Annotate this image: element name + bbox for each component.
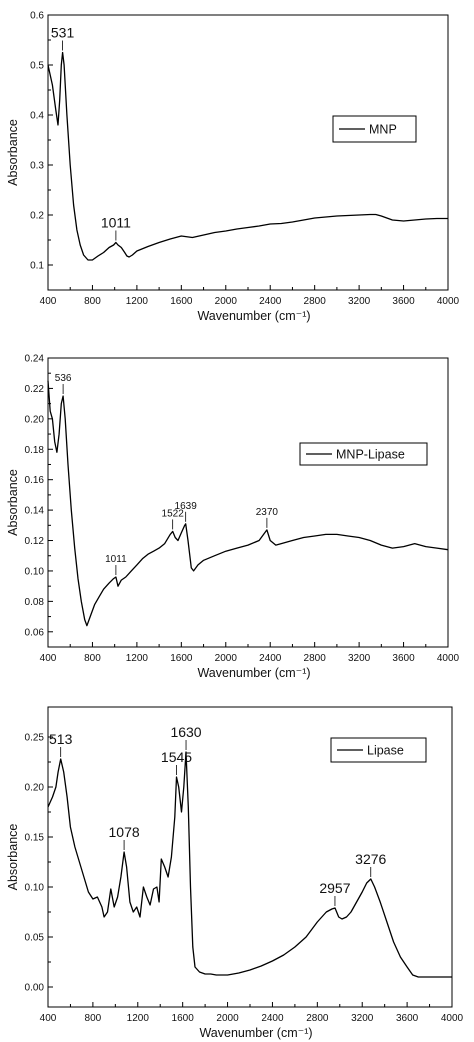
y-tick-label: 0.10 xyxy=(25,566,45,577)
y-tick-label: 0.15 xyxy=(25,833,45,844)
legend-box xyxy=(299,442,428,466)
x-tick-label: 1200 xyxy=(126,296,149,307)
peak-label: 2370 xyxy=(256,507,279,518)
x-tick-label: 1200 xyxy=(127,1013,150,1024)
x-tick-label: 4000 xyxy=(437,296,460,307)
x-tick-label: 2800 xyxy=(304,653,327,664)
x-axis-title: Wavenumber (cm⁻¹) xyxy=(197,666,310,680)
peak-label: 1545 xyxy=(161,749,192,765)
x-tick-label: 2800 xyxy=(306,1013,329,1024)
x-tick-label: 400 xyxy=(40,1013,57,1024)
x-tick-label: 800 xyxy=(85,1013,102,1024)
x-tick-label: 1600 xyxy=(170,653,193,664)
y-tick-label: 0.2 xyxy=(30,211,44,222)
x-tick-label: 4000 xyxy=(441,1013,464,1024)
x-tick-label: 2000 xyxy=(215,653,238,664)
x-tick-label: 2400 xyxy=(259,296,282,307)
x-tick-label: 4000 xyxy=(437,653,460,664)
peak-label: 531 xyxy=(51,25,75,41)
x-tick-label: 2800 xyxy=(304,296,327,307)
y-tick-label: 0.22 xyxy=(25,384,45,395)
x-axis-title: Wavenumber (cm⁻¹) xyxy=(197,309,310,323)
legend-label: MNP-Lipase xyxy=(336,448,405,462)
x-tick-label: 3200 xyxy=(351,1013,374,1024)
peak-label: 1011 xyxy=(105,554,127,565)
y-tick-label: 0.05 xyxy=(25,933,45,944)
x-tick-label: 2400 xyxy=(261,1013,284,1024)
peak-label: 3276 xyxy=(355,851,386,867)
y-tick-label: 0.25 xyxy=(25,733,45,744)
x-tick-label: 2400 xyxy=(259,653,282,664)
x-tick-label: 1200 xyxy=(126,653,149,664)
x-tick-label: 400 xyxy=(40,653,57,664)
x-tick-label: 800 xyxy=(84,653,101,664)
y-axis-title: Absorbance xyxy=(6,824,20,891)
x-tick-label: 3200 xyxy=(348,653,371,664)
series-line-mnp-lipase xyxy=(47,380,449,627)
y-tick-label: 0.1 xyxy=(30,261,44,272)
y-tick-label: 0.08 xyxy=(25,597,45,608)
y-tick-label: 0.16 xyxy=(25,475,45,486)
legend-label: MNP xyxy=(369,123,397,137)
y-tick-label: 0.10 xyxy=(25,883,45,894)
peak-label: 1522 xyxy=(162,508,185,519)
y-tick-label: 0.12 xyxy=(25,536,45,547)
y-tick-label: 0.3 xyxy=(30,161,44,172)
x-tick-label: 800 xyxy=(84,296,101,307)
x-tick-label: 2000 xyxy=(216,1013,239,1024)
mnp-lipase-spectrum-chart: 400 800 1200 1600 2000 2400 2800 3200 3600 4000 0.… xyxy=(6,354,460,681)
x-tick-label: 1600 xyxy=(172,1013,195,1024)
y-tick-label: 0.00 xyxy=(25,983,45,994)
legend-label: Lipase xyxy=(367,744,404,758)
plot-frame xyxy=(47,357,449,648)
x-axis-title: Wavenumber (cm⁻¹) xyxy=(199,1026,312,1040)
y-axis-title: Absorbance xyxy=(6,469,20,536)
y-tick-label: 0.6 xyxy=(30,11,44,22)
peak-label: 1630 xyxy=(170,724,201,740)
y-tick-label: 0.20 xyxy=(25,783,45,794)
lipase-spectrum-chart: 400 800 1200 1600 2000 2400 2800 3200 3600 4000 0.… xyxy=(6,706,464,1040)
series-line-lipase xyxy=(47,751,452,978)
x-tick-label: 3600 xyxy=(392,296,415,307)
y-tick-label: 0.4 xyxy=(30,111,44,122)
peak-label: 1639 xyxy=(175,501,198,512)
x-tick-label: 3600 xyxy=(392,653,415,664)
peak-label: 513 xyxy=(49,731,73,747)
mnp-spectrum-chart: 400 800 1200 1600 2000 2400 2800 3200 3600 4000 0.… xyxy=(6,11,460,324)
peak-label: 2957 xyxy=(319,880,350,896)
peak-label: 1011 xyxy=(101,215,131,231)
peak-label: 1078 xyxy=(109,824,140,840)
y-tick-label: 0.14 xyxy=(25,506,45,517)
x-tick-label: 2000 xyxy=(215,296,238,307)
x-tick-label: 400 xyxy=(40,296,57,307)
y-tick-label: 0.18 xyxy=(25,445,45,456)
y-tick-label: 0.06 xyxy=(25,627,45,638)
y-tick-label: 0.5 xyxy=(30,61,44,72)
x-tick-label: 3200 xyxy=(348,296,371,307)
y-tick-label: 0.24 xyxy=(25,354,45,365)
peak-label: 536 xyxy=(55,373,72,384)
y-axis-title: Absorbance xyxy=(6,119,20,186)
x-tick-label: 3600 xyxy=(396,1013,419,1024)
x-tick-label: 1600 xyxy=(170,296,193,307)
y-tick-label: 0.20 xyxy=(25,414,45,425)
series-line-mnp xyxy=(47,51,448,261)
